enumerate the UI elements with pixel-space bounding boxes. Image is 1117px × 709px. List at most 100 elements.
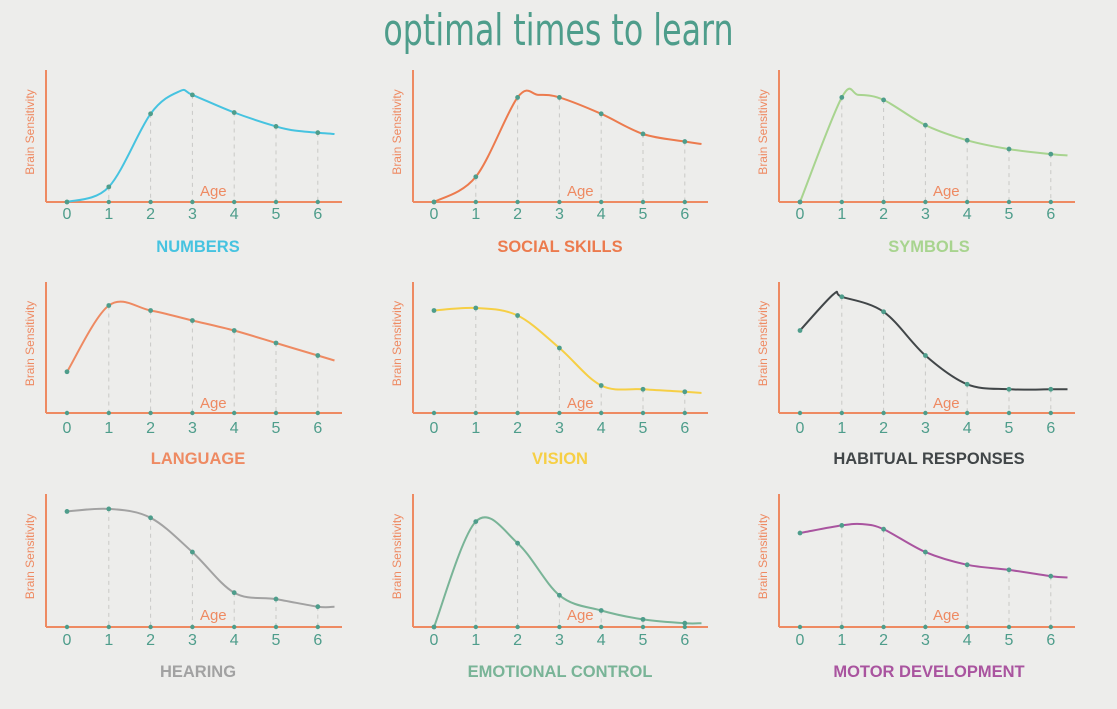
data-point-age-1 [106, 506, 112, 512]
data-point-age-3 [923, 353, 928, 358]
y-axis-label: Brain Sensitivity [23, 301, 37, 386]
x-tick-label-2: 2 [513, 632, 522, 649]
x-tick-label-1: 1 [471, 632, 480, 649]
x-tick-mark-5 [1006, 410, 1012, 416]
x-tick-mark-2 [148, 624, 153, 630]
data-point-age-2 [881, 526, 886, 532]
x-tick-label-1: 1 [104, 206, 113, 223]
data-point-age-5 [273, 596, 279, 602]
x-tick-mark-3 [923, 624, 928, 630]
x-tick-mark-0 [64, 624, 70, 630]
data-point-age-4 [598, 383, 604, 388]
data-point-age-2 [515, 540, 520, 546]
data-point-age-5 [273, 124, 279, 129]
data-point-age-0 [797, 530, 803, 536]
data-point-age-0 [64, 369, 70, 375]
x-tick-mark-2 [515, 199, 520, 205]
chart-title: NUMBERS [156, 238, 239, 256]
x-tick-mark-6 [682, 199, 687, 205]
y-axis-label: Brain Sensitivity [756, 514, 770, 599]
x-tick-label-0: 0 [430, 420, 439, 437]
data-point-age-5 [1006, 567, 1012, 573]
x-tick-mark-6 [315, 410, 320, 416]
x-tick-label-3: 3 [555, 420, 564, 437]
x-tick-mark-3 [557, 624, 562, 630]
data-point-age-2 [515, 313, 520, 318]
x-tick-label-6: 6 [1046, 206, 1055, 223]
data-point-age-4 [964, 562, 970, 568]
y-axis-label: Brain Sensitivity [23, 514, 37, 599]
x-tick-label-5: 5 [1005, 206, 1014, 223]
x-tick-label-5: 5 [272, 632, 281, 649]
data-point-age-4 [964, 381, 970, 387]
x-tick-mark-6 [1048, 624, 1054, 630]
x-tick-mark-0 [431, 410, 437, 416]
x-tick-label-2: 2 [513, 206, 522, 223]
x-tick-mark-2 [881, 199, 886, 205]
data-point-age-6 [1048, 386, 1054, 392]
x-tick-mark-3 [923, 199, 928, 205]
x-tick-label-6: 6 [313, 632, 322, 649]
x-tick-label-5: 5 [272, 206, 281, 223]
data-point-age-2 [881, 97, 886, 103]
data-point-age-6 [682, 139, 688, 144]
x-tick-label-5: 5 [639, 206, 648, 223]
x-tick-mark-3 [923, 410, 928, 416]
x-tick-label-2: 2 [146, 632, 155, 649]
data-point-age-1 [106, 184, 112, 190]
x-tick-mark-4 [965, 410, 970, 416]
x-axis-label: Age [933, 607, 960, 624]
x-tick-mark-3 [557, 199, 562, 205]
x-tick-label-6: 6 [1046, 420, 1055, 437]
x-tick-label-5: 5 [639, 420, 648, 437]
x-tick-label-4: 4 [963, 632, 972, 649]
chart-title: EMOTIONAL CONTROL [468, 663, 653, 681]
x-tick-label-6: 6 [680, 632, 689, 649]
x-tick-label-3: 3 [188, 420, 197, 437]
x-tick-mark-6 [315, 624, 320, 630]
chart-title: HABITUAL RESPONSES [833, 450, 1024, 468]
x-tick-mark-5 [640, 624, 646, 630]
x-tick-label-0: 0 [63, 206, 72, 223]
data-point-age-6 [315, 604, 321, 610]
x-tick-mark-2 [515, 410, 520, 416]
data-point-age-1 [473, 174, 479, 180]
data-point-age-3 [557, 345, 562, 351]
x-tick-mark-4 [965, 624, 970, 630]
data-point-age-3 [190, 92, 195, 98]
x-tick-mark-4 [232, 410, 237, 416]
data-point-age-5 [273, 340, 279, 346]
series-line [66, 507, 335, 609]
page-title: optimal times to learn [383, 5, 734, 56]
data-point-age-2 [148, 111, 154, 117]
x-tick-mark-3 [190, 624, 195, 630]
x-tick-label-0: 0 [430, 632, 439, 649]
x-tick-mark-4 [599, 410, 604, 416]
x-tick-label-4: 4 [963, 420, 972, 437]
series-line [433, 306, 702, 394]
chart-title: MOTOR DEVELOPMENT [833, 663, 1024, 681]
x-axis-label: Age [567, 607, 594, 624]
x-tick-label-2: 2 [879, 206, 888, 223]
x-tick-label-5: 5 [272, 420, 281, 437]
x-tick-label-6: 6 [313, 420, 322, 437]
series-line [66, 88, 335, 203]
data-point-age-0 [431, 308, 437, 313]
x-tick-label-3: 3 [555, 632, 564, 649]
x-tick-mark-6 [682, 624, 687, 630]
x-tick-label-6: 6 [680, 206, 689, 223]
data-point-age-5 [640, 131, 646, 137]
x-tick-mark-6 [1048, 410, 1054, 416]
x-tick-label-0: 0 [63, 420, 72, 437]
x-tick-mark-5 [273, 199, 279, 205]
data-point-age-1 [473, 305, 479, 311]
x-tick-label-4: 4 [597, 206, 606, 223]
x-tick-mark-6 [682, 410, 687, 416]
x-tick-label-2: 2 [879, 420, 888, 437]
x-tick-mark-1 [839, 410, 844, 416]
x-tick-mark-4 [599, 624, 604, 630]
y-axis-label: Brain Sensitivity [23, 89, 37, 174]
x-axis-label: Age [567, 395, 594, 412]
x-tick-mark-5 [1006, 199, 1012, 205]
x-tick-mark-2 [148, 410, 153, 416]
